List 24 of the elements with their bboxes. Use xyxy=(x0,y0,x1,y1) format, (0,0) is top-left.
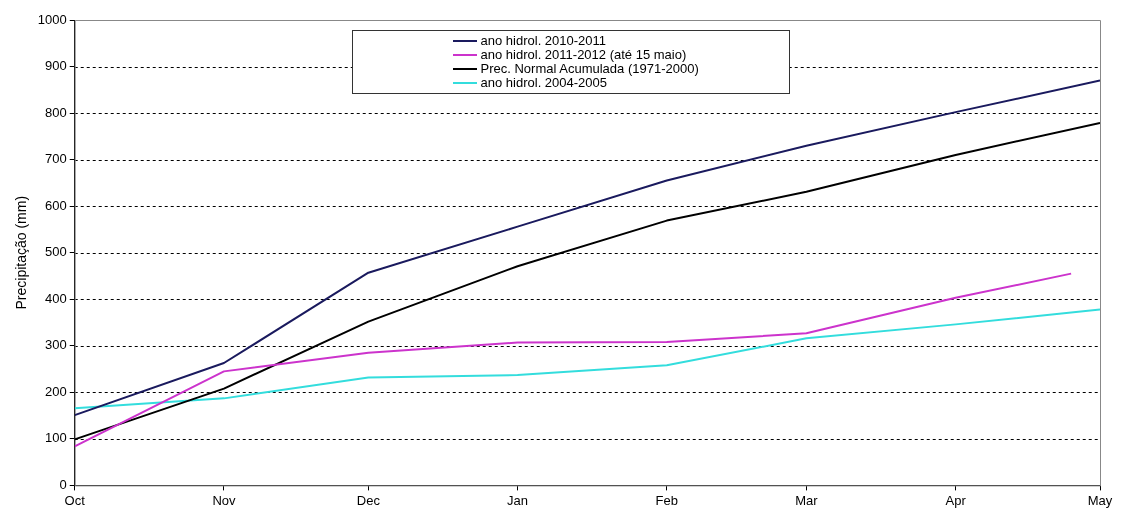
legend-label: ano hidrol. 2011-2012 (até 15 maio) xyxy=(480,47,687,62)
legend-label: Prec. Normal Acumulada (1971-2000) xyxy=(480,61,699,76)
y-tick-label: 800 xyxy=(45,104,67,120)
x-tick-label: Dec xyxy=(356,492,381,508)
y-tick-label: 600 xyxy=(45,197,67,213)
legend-label: ano hidrol. 2010-2011 xyxy=(480,33,607,48)
y-tick-label: 900 xyxy=(45,58,67,74)
y-tick-label: 0 xyxy=(59,476,67,492)
x-tick-label: Jan xyxy=(507,492,529,508)
y-tick-label: 500 xyxy=(45,244,67,260)
y-tick-label: 700 xyxy=(45,151,67,167)
legend-label: ano hidrol. 2004-2005 xyxy=(480,75,608,90)
y-tick-label: 100 xyxy=(45,430,67,446)
y-tick-label: 200 xyxy=(45,383,67,399)
x-tick-label: Mar xyxy=(795,492,819,508)
x-tick-label: Oct xyxy=(64,492,86,508)
x-tick-label: Apr xyxy=(945,492,967,508)
y-tick-label: 300 xyxy=(45,337,67,353)
x-tick-label: May xyxy=(1087,492,1113,508)
x-tick-label: Feb xyxy=(655,492,678,508)
y-tick-label: 1000 xyxy=(37,11,67,27)
x-tick-label: Nov xyxy=(212,492,236,508)
y-tick-label: 400 xyxy=(45,290,67,306)
y-axis-title: Precipitação (mm) xyxy=(13,195,30,310)
